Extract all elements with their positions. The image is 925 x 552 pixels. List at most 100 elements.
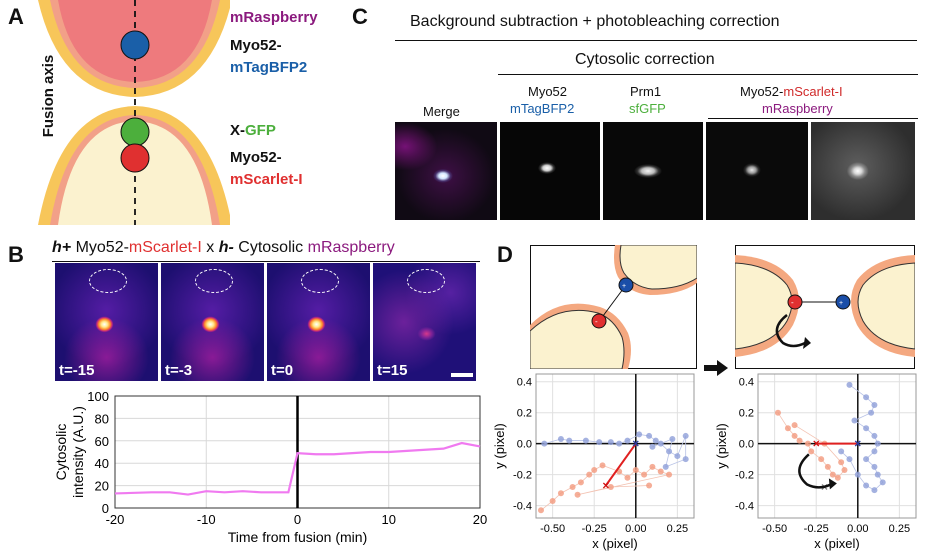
red-point <box>569 484 576 491</box>
blue-point <box>636 431 643 438</box>
red-point <box>537 507 544 514</box>
blue-point <box>871 487 878 494</box>
blue-point <box>846 381 853 388</box>
x-tick-label: -10 <box>197 512 216 527</box>
blue-dot <box>120 30 150 60</box>
frame-time-label: t=0 <box>271 362 294 379</box>
blue-point <box>652 437 659 444</box>
panel-c-subheader: Cytosolic correction <box>575 51 715 68</box>
label-mtagbfp2: mTagBFP2 <box>230 59 308 76</box>
blue-point <box>682 432 689 439</box>
panel-letter-b: B <box>8 242 24 267</box>
displacement-vector <box>605 443 637 487</box>
red-point <box>791 432 798 439</box>
red-point <box>599 462 606 469</box>
heatmap-frame: t=0 <box>267 263 370 381</box>
red-marker: × <box>602 478 609 492</box>
svg-text:-: - <box>595 317 598 326</box>
y-tick-label: 0.2 <box>739 408 754 420</box>
dashed-oval-roi <box>89 269 127 293</box>
plot-frame <box>757 373 917 519</box>
cytosolic-intensity-chart: 0 20 40 60 80 100 -20 -10 0 10 20 Time from fusion … <box>53 389 487 545</box>
svg-text:+: + <box>839 300 843 307</box>
image-merge <box>395 122 497 220</box>
y-tick-label: 0.4 <box>517 377 532 389</box>
x-tick-label: -20 <box>106 512 125 527</box>
y-tick-label: 40 <box>95 456 109 471</box>
red-marker: × <box>813 437 820 451</box>
red-point <box>824 463 831 470</box>
title-myo52: Myo52- <box>71 239 129 256</box>
arrow-right-icon <box>704 360 728 376</box>
blue-trajectory <box>544 433 687 468</box>
y-tick-label: 0.0 <box>517 439 532 451</box>
blue-point <box>871 432 878 439</box>
blue-point <box>646 432 653 439</box>
col-mtagbfp2-label: mTagBFP2 <box>510 101 575 116</box>
blue-point <box>666 448 673 455</box>
red-point <box>577 479 584 486</box>
y-tick-label: 0 <box>102 501 109 516</box>
red-point <box>632 467 639 473</box>
dashed-oval-roi <box>301 269 339 293</box>
panel-letter-a: A <box>8 4 24 29</box>
blue-point <box>838 448 845 455</box>
panel-b-title-rule <box>52 261 480 262</box>
label-myo52-top: Myo52- <box>230 37 282 54</box>
y-tick-label: 0.0 <box>739 439 754 451</box>
blue-marker: × <box>632 437 639 451</box>
red-point <box>624 474 631 481</box>
col-myo52-mscarlet-label: Myo52-mScarlet-I <box>740 84 843 100</box>
panel-letter-d: D <box>497 242 513 267</box>
red-point <box>796 437 803 444</box>
label-myo52-bottom: Myo52- <box>230 149 282 166</box>
red-point <box>646 482 653 489</box>
blue-point <box>662 463 669 470</box>
x-axis-label: x (pixel) <box>592 536 638 551</box>
blue-point <box>557 436 564 443</box>
heatmap-frame: t=-3 <box>161 263 264 381</box>
blue-point <box>846 456 853 463</box>
svg-text:-: - <box>791 298 794 307</box>
red-point <box>818 456 825 463</box>
dashed-oval-roi <box>195 269 233 293</box>
blue-point <box>871 448 878 455</box>
col-sfgfp-label: sfGFP <box>629 101 666 116</box>
blue-point <box>871 463 878 470</box>
red-point <box>607 484 614 491</box>
blue-point <box>879 479 886 486</box>
x-tick-label: 0.00 <box>625 523 646 535</box>
blue-point <box>851 417 858 424</box>
label-x: X- <box>230 122 245 139</box>
blue-point <box>868 409 875 416</box>
fusion-diagram <box>38 0 230 225</box>
label-gfp: GFP <box>245 122 276 139</box>
x-tick-label: -0.25 <box>582 523 607 535</box>
heatmap-frame: t=-15 <box>55 263 158 381</box>
fusion-axis-label: Fusion axis <box>40 54 57 138</box>
x-tick-label: 0.25 <box>889 523 910 535</box>
col-myo52-label: Myo52 <box>528 84 568 99</box>
y-tick-label: -0.2 <box>735 470 754 482</box>
blue-point <box>657 440 664 447</box>
blue-point <box>874 471 881 478</box>
red-point <box>666 471 673 478</box>
y-axis-label: y (pixel) <box>492 423 507 469</box>
frame-time-label: t=-15 <box>59 362 95 379</box>
frame-time-label: t=15 <box>377 362 408 379</box>
title-h-minus: h- <box>218 239 234 256</box>
image-sfgfp <box>603 122 703 220</box>
x-tick-label: -0.50 <box>762 523 787 535</box>
plot-frame <box>535 373 695 519</box>
x-axis-label: x (pixel) <box>814 536 860 551</box>
red-point <box>841 467 848 473</box>
red-point <box>586 471 593 478</box>
blue-point <box>854 471 861 478</box>
y-axis-label: Cytosolicintensity (A.U.) <box>53 406 86 498</box>
title-mraspberry: mRaspberry <box>307 239 395 256</box>
label-x-gfp: X-GFP <box>230 123 276 139</box>
title-h-plus: h+ <box>52 239 72 256</box>
y-tick-label: 0.2 <box>517 408 532 420</box>
red-point <box>574 491 581 498</box>
red-point <box>774 409 781 416</box>
